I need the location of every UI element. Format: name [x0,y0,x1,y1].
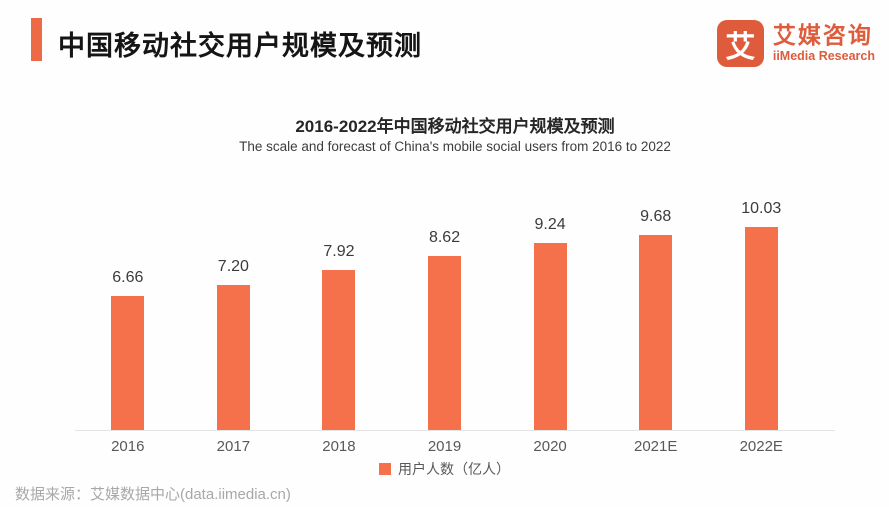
bar-group-2017: 7.20 [181,200,287,430]
bar-group-2022E: 10.03 [708,200,814,430]
bar-value-label: 9.24 [534,216,566,233]
iimedia-logo: 艾 艾媒咨询 iiMedia Research [716,20,875,67]
x-axis-label: 2020 [533,438,567,455]
logo-text: 艾媒咨询 iiMedia Research [772,21,875,64]
x-axis-label: 2019 [427,438,462,455]
x-axis-label: 2022E [739,438,783,455]
data-source-note: 数据来源：艾媒数据中心(data.iimedia.cn) [15,486,291,503]
bar [322,270,356,430]
chart-title: 2016-2022年中国移动社交用户规模及预测 [295,117,615,136]
chart-subtitle: The scale and forecast of China's mobile… [239,139,671,154]
bar-value-label: 9.68 [640,208,672,225]
bar [111,296,145,430]
bar-value-label: 7.92 [323,243,355,260]
x-axis-label: 2018 [322,438,356,455]
legend: 用户人数（亿人） [75,459,814,479]
bar-value-label: 7.20 [217,258,249,275]
legend-swatch [379,463,391,475]
bar-group-2018: 7.92 [286,200,392,430]
bar [744,227,778,430]
bar-group-2016: 6.66 [75,200,181,430]
bar-value-label: 6.66 [112,269,144,286]
x-axis-labels: 2016 2017 2018 2019 2020 2021E 2022E [75,438,814,455]
title-accent-bar [31,18,42,61]
bar-value-label: 10.03 [741,200,782,217]
bar [639,235,673,430]
x-axis-line [75,430,835,431]
x-axis-label: 2017 [216,438,251,455]
plot-area: 6.66 7.20 7.92 8.62 9.24 9.68 10.03 [75,200,814,430]
bar-group-2019: 8.62 [392,200,498,430]
bar [533,243,567,430]
logo-name-cn: 艾媒咨询 [772,21,873,48]
x-axis-label: 2016 [111,438,145,455]
bar [216,285,250,430]
logo-name-en: iiMedia Research [772,49,875,64]
legend-label: 用户人数（亿人） [398,461,510,477]
bar-value-label: 8.62 [428,229,461,246]
page-title: 中国移动社交用户规模及预测 [58,31,422,61]
bar-group-2021E: 9.68 [603,200,709,430]
x-axis-label: 2021E [633,438,678,455]
bar [428,256,462,430]
iimedia-logo-icon: 艾 [716,20,764,67]
bar-group-2020: 9.24 [497,200,603,430]
